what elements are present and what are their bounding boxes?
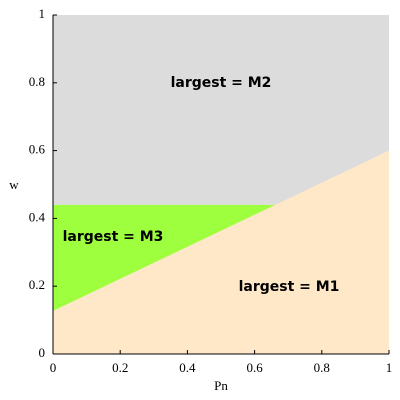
y-tick-label: 0.2 bbox=[29, 277, 45, 292]
y-tick-label: 1 bbox=[39, 6, 46, 21]
x-tick-label: 1 bbox=[386, 360, 393, 375]
region-label: largest = M3 bbox=[63, 229, 164, 245]
x-tick-label: 0 bbox=[50, 360, 57, 375]
x-axis-title: Pn bbox=[214, 378, 228, 393]
y-axis-title: w bbox=[9, 177, 19, 192]
x-tick-label: 0.2 bbox=[112, 360, 128, 375]
region-label: largest = M1 bbox=[239, 279, 340, 295]
y-tick-label: 0.8 bbox=[29, 74, 45, 89]
x-tick-label: 0.6 bbox=[246, 360, 263, 375]
y-tick-label: 0.6 bbox=[29, 142, 46, 157]
x-tick-label: 0.4 bbox=[179, 360, 196, 375]
y-tick-label: 0.4 bbox=[29, 209, 46, 224]
x-tick-label: 0.8 bbox=[314, 360, 330, 375]
region-label: largest = M2 bbox=[171, 75, 272, 91]
region bbox=[53, 150, 389, 354]
region bbox=[53, 15, 389, 205]
y-tick-label: 0 bbox=[39, 345, 46, 360]
